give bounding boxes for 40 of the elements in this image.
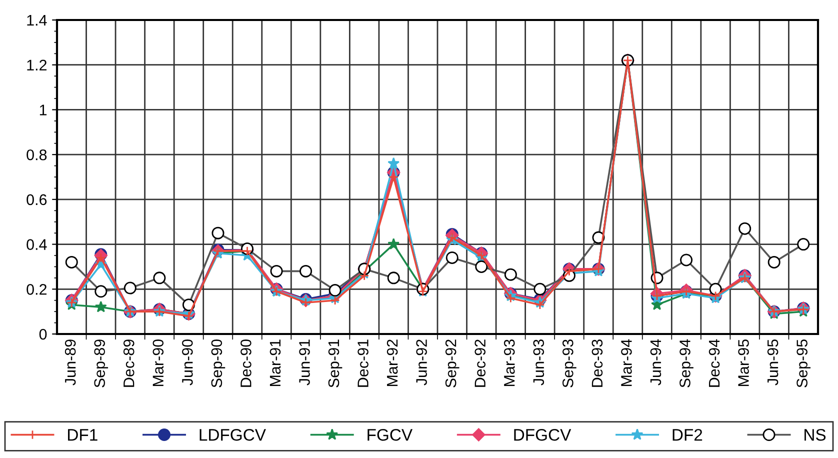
x-tick-label: Dec-93 bbox=[592, 340, 603, 387]
legend-label: DFGCV bbox=[514, 428, 572, 441]
y-tick-label: 0.4 bbox=[26, 239, 47, 250]
x-tick-label: Mar-94 bbox=[621, 339, 632, 386]
y-tick-label: 0.2 bbox=[26, 284, 47, 295]
x-tick-label: Sep-94 bbox=[680, 339, 694, 388]
x-tick-label: Jun-91 bbox=[299, 340, 310, 386]
x-tick-label: Jun-89 bbox=[64, 340, 76, 386]
legend-label: LDFGCV bbox=[200, 428, 266, 441]
y-tick-label: 0.8 bbox=[26, 149, 47, 160]
x-tick-label: Dec-89 bbox=[123, 340, 134, 387]
x-tick-label: Mar-93 bbox=[504, 340, 515, 386]
x-tick-label: Sep-91 bbox=[328, 340, 342, 388]
x-tick-label: Sep-92 bbox=[445, 340, 460, 388]
x-tick-label: Mar-92 bbox=[386, 340, 398, 386]
x-tick-label: Mar-90 bbox=[152, 339, 164, 386]
x-tick-label: Jun-92 bbox=[416, 340, 427, 386]
y-tick-label: 0.6 bbox=[26, 194, 47, 206]
y-tick-label: 1 bbox=[40, 104, 47, 116]
x-tick-label: Dec-91 bbox=[358, 340, 368, 387]
x-tick-label: Jun-95 bbox=[767, 340, 778, 386]
x-tick-label: Dec-94 bbox=[708, 339, 720, 387]
legend-label: DF2 bbox=[672, 428, 702, 441]
y-tick-label: 1.2 bbox=[27, 60, 47, 70]
x-tick-label: Dec-90 bbox=[240, 339, 252, 387]
x-tick-label: Mar-91 bbox=[270, 340, 281, 386]
y-tick-label: 0 bbox=[39, 328, 47, 340]
x-tick-label: Sep-93 bbox=[562, 340, 576, 388]
x-tick-label: Jun-94 bbox=[650, 339, 662, 386]
legend-label: DF1 bbox=[68, 429, 98, 441]
x-tick-label: Sep-89 bbox=[94, 340, 108, 388]
legend-label: NS bbox=[804, 428, 826, 441]
x-tick-label: Jun-90 bbox=[182, 339, 193, 386]
x-tick-label: Dec-92 bbox=[474, 340, 486, 387]
x-tick-label: Mar-95 bbox=[738, 339, 749, 386]
y-tick-label: 1.4 bbox=[27, 15, 47, 26]
x-tick-label: Sep-90 bbox=[211, 339, 226, 388]
x-tick-label: Sep-95 bbox=[796, 340, 810, 388]
x-tick-label: Jun-93 bbox=[533, 340, 544, 386]
legend-label: FGCV bbox=[368, 428, 413, 441]
